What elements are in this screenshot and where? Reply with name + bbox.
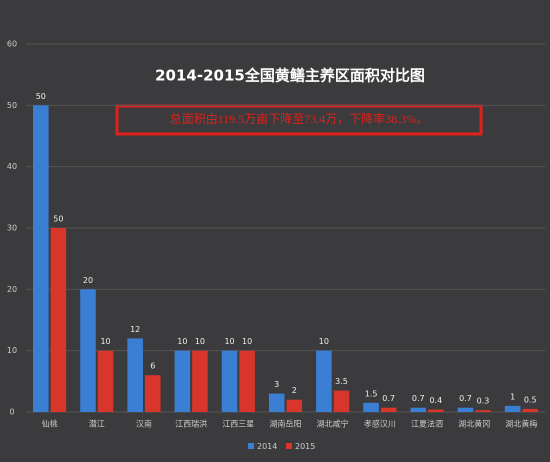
data-label: 10: [100, 337, 110, 346]
y-tick-label: 10: [7, 346, 17, 355]
bar: [97, 350, 114, 412]
x-tick-label: 汉南: [136, 419, 152, 429]
x-tick-label: 潜江: [89, 419, 105, 429]
x-tick-label: 江西三星: [222, 420, 254, 429]
chart-title: 2014-2015全国黄鳝主养区面积对比图: [155, 67, 425, 85]
bar: [174, 350, 191, 412]
data-label: 50: [53, 215, 63, 224]
x-tick-label: 湖北黄梅: [505, 419, 537, 429]
annotation-box: [115, 104, 483, 136]
bar: [316, 350, 332, 412]
bar: [221, 350, 238, 412]
bar: [80, 289, 96, 412]
data-label: 0.7: [459, 394, 472, 403]
data-label: 2: [292, 386, 297, 395]
annotation: 总面积由119.5万亩下降至73.4万，下降率38.3%。: [170, 111, 429, 126]
data-label: 10: [319, 337, 329, 346]
bar: [410, 407, 427, 412]
bar: [33, 105, 49, 412]
data-label: 0.5: [524, 395, 537, 404]
bar: [192, 350, 208, 412]
x-tick-label: 仙桃: [42, 419, 58, 429]
y-tick-label: 0: [9, 408, 14, 417]
x-tick-label: 江夏法泗: [411, 419, 443, 429]
bar: [127, 338, 143, 412]
x-tick-label: 湖北黄冈: [458, 419, 490, 429]
legend-swatch: [286, 443, 292, 449]
data-label: 3: [274, 380, 279, 389]
data-label: 10: [195, 337, 205, 346]
legend-label: 2015: [295, 442, 315, 451]
bar: [522, 408, 538, 412]
bar: [428, 409, 444, 412]
bar: [333, 390, 350, 412]
data-label: 0.3: [477, 397, 490, 406]
bar: [504, 405, 521, 412]
y-tick-label: 30: [7, 224, 17, 233]
legend-swatch: [248, 443, 254, 449]
bar: [144, 375, 161, 412]
data-label: 0.4: [429, 396, 442, 405]
data-label: 20: [83, 276, 93, 285]
data-label: 0.7: [412, 394, 425, 403]
y-tick-label: 40: [7, 162, 17, 171]
bar: [286, 399, 303, 412]
y-tick-label: 50: [7, 101, 17, 110]
data-label: 10: [224, 337, 234, 346]
bar: [268, 393, 285, 412]
bar: [380, 407, 397, 412]
x-tick-label: 孝感汉川: [364, 419, 396, 429]
data-label: 6: [150, 362, 155, 371]
x-tick-label: 湖南岳阳: [270, 419, 302, 429]
bar: [457, 407, 474, 412]
bar: [363, 402, 379, 412]
x-tick-label: 湖北咸宁: [317, 419, 349, 429]
data-label: 1.5: [365, 389, 378, 398]
y-tick-label: 60: [7, 40, 17, 49]
data-label: 50: [36, 92, 46, 101]
bar: [475, 410, 491, 412]
data-label: 1: [510, 392, 515, 401]
bar: [239, 350, 255, 412]
bar: [50, 228, 67, 412]
data-label: 3.5: [335, 377, 348, 386]
data-label: 0.7: [382, 394, 395, 403]
legend-label: 2014: [257, 442, 277, 451]
y-tick-label: 20: [7, 285, 17, 294]
data-label: 10: [177, 337, 187, 346]
data-label: 12: [130, 325, 140, 334]
x-tick-label: 江西瑞洪: [175, 419, 207, 429]
data-label: 10: [242, 337, 252, 346]
